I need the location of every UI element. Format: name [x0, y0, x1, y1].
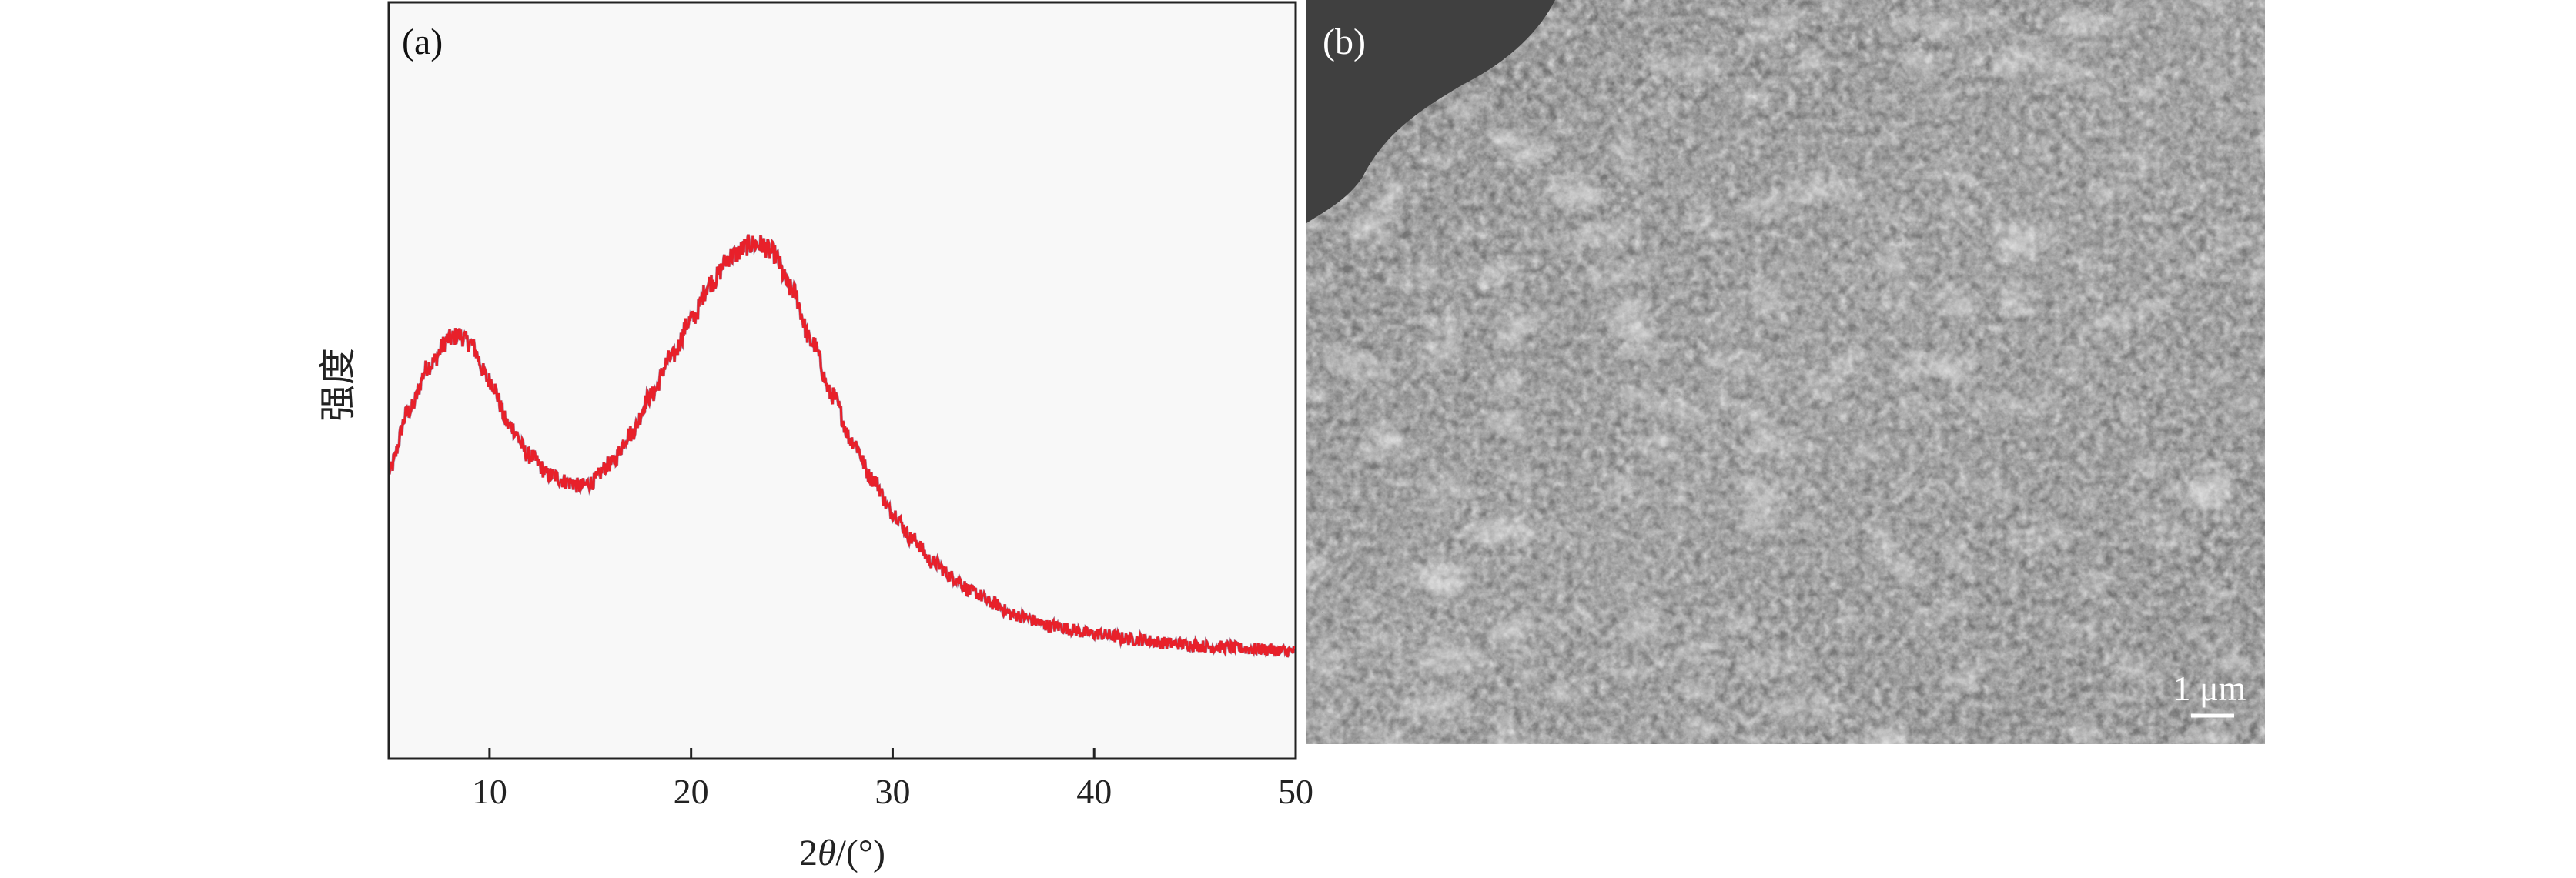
series-layer: [390, 234, 1295, 659]
x-tick-label: 40: [1076, 772, 1112, 811]
x-tick-label: 30: [875, 772, 910, 811]
panel-a: (a) 10 20 30 40 50 2θ/(°) 强度: [318, 1, 1313, 873]
panel-b: (b) 1 μm: [1306, 0, 2265, 744]
scale-bar-label: 1 μm: [2173, 669, 2246, 708]
x-tick-label: 20: [674, 772, 709, 811]
x-axis-title-suffix: /(°): [836, 833, 886, 873]
x-axis-title-symbol: θ: [818, 833, 836, 873]
plot-area: [387, 1, 1297, 760]
scale-bar: 1 μm: [2173, 669, 2246, 718]
sem-image-grain: [1306, 0, 2265, 744]
panel-a-label: (a): [402, 22, 443, 62]
y-axis-title: 强度: [318, 348, 359, 422]
x-axis-title-prefix: 2: [799, 833, 818, 873]
x-axis-title: 2θ/(°): [799, 833, 885, 873]
sem-dark-background: [1306, 0, 1555, 223]
x-ticks: 10 20 30 40 50: [472, 748, 1313, 811]
series-line: [390, 234, 1295, 658]
x-tick-label: 50: [1278, 772, 1313, 811]
x-tick-label: 10: [472, 772, 507, 811]
panel-b-label: (b): [1323, 22, 1366, 62]
